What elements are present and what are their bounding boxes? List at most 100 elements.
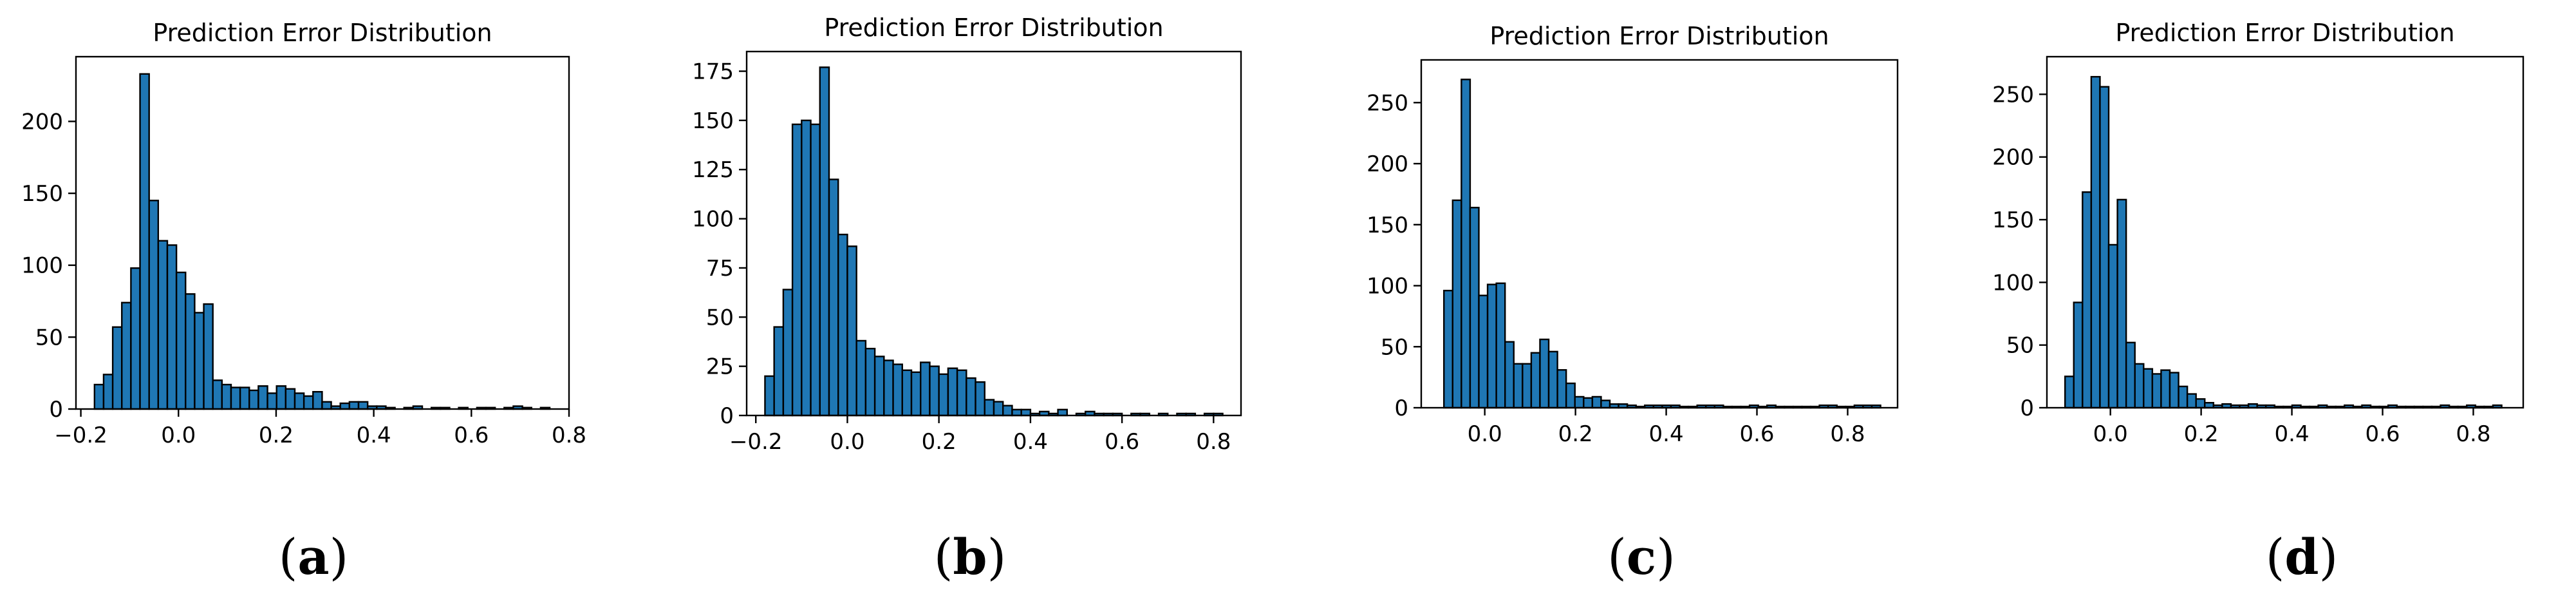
histogram-bar	[1002, 405, 1013, 417]
y-tick-label: 150	[1992, 207, 2034, 233]
panel-label: (b)	[899, 528, 1041, 586]
panel-label-letter: a	[297, 528, 330, 586]
histogram-bar	[312, 391, 323, 410]
histogram-bar	[157, 240, 169, 410]
histogram-bar	[1547, 350, 1558, 409]
y-tick-label: 250	[1992, 82, 2034, 108]
histogram-bar	[993, 401, 1004, 417]
histogram-bar	[221, 383, 232, 410]
x-tick-label: 0.0	[830, 429, 864, 455]
chart-title: Prediction Error Distribution	[1489, 22, 1829, 50]
x-tick-label: 0.8	[552, 423, 586, 448]
histogram-bar	[810, 123, 821, 417]
y-tick-label: 175	[692, 59, 734, 85]
histogram-bar	[901, 369, 913, 417]
y-tick-label: 0	[2020, 396, 2034, 421]
y-tick-label: 150	[1367, 213, 1408, 238]
histogram-bar	[910, 371, 922, 417]
histogram-bar	[2143, 368, 2154, 409]
chart-title: Prediction Error Distribution	[2115, 19, 2454, 47]
histogram-bar	[801, 119, 812, 417]
histogram-bar	[1600, 399, 1611, 409]
y-tick-label: 0	[720, 403, 734, 429]
y-tick-label: 50	[706, 305, 734, 330]
histogram-bar	[1504, 341, 1515, 409]
histogram-bar	[2099, 86, 2110, 409]
histogram-bar	[1522, 363, 1533, 409]
histogram-bar	[212, 379, 223, 410]
histogram-bar	[938, 373, 949, 417]
x-tick-label: 0.6	[2365, 421, 2400, 447]
histogram-bar	[303, 395, 314, 410]
histogram-bar	[920, 361, 931, 417]
histogram-bar	[883, 359, 894, 417]
x-tick-label: 0.4	[357, 423, 391, 448]
histogram-bar	[166, 244, 178, 410]
x-tick-label: 0.8	[1830, 421, 1865, 447]
y-tick-label: 200	[1367, 151, 1408, 177]
histogram-bar	[248, 389, 259, 410]
histogram-bar	[2151, 373, 2162, 409]
y-tick-label: 150	[21, 181, 63, 207]
histogram-bar	[111, 326, 123, 410]
histogram-bar	[892, 363, 903, 417]
histogram-bar	[2064, 376, 2075, 409]
x-tick-label: −0.2	[729, 429, 783, 455]
x-tick-label: 0.8	[2456, 421, 2490, 447]
histogram-bar	[975, 381, 985, 417]
chart-title: Prediction Error Distribution	[153, 19, 492, 47]
y-tick-label: 100	[692, 207, 734, 233]
bars	[764, 66, 1224, 417]
histogram-bar	[2116, 198, 2127, 409]
histogram-bar	[2178, 385, 2189, 409]
histogram-bar	[966, 377, 976, 417]
histogram-bar	[929, 365, 940, 417]
panel-label-open: (	[1607, 528, 1627, 586]
x-tick-label: 0.0	[2093, 421, 2128, 447]
histogram-bar	[1057, 408, 1068, 417]
x-tick-label: 0.2	[922, 429, 957, 455]
panel-label: (c)	[1571, 528, 1712, 586]
histogram-bar	[864, 347, 876, 417]
histogram-bar	[1020, 408, 1032, 417]
histogram-bar	[791, 123, 803, 417]
histogram-bar	[1539, 338, 1550, 409]
panel-label-letter: d	[2284, 528, 2319, 586]
histogram-bar	[275, 385, 287, 410]
histogram-c: Prediction Error Distribution 0.0 0.2 0.4 0.…	[1367, 22, 1899, 447]
histogram-bar	[1469, 207, 1480, 409]
bars	[1443, 79, 1881, 409]
x-tick-label: 0.6	[454, 423, 489, 448]
x-tick-label: 0.2	[2184, 421, 2219, 447]
y-tick-label: 0	[1394, 396, 1408, 421]
histogram-bar	[2195, 398, 2206, 409]
x-tick-label: 0.0	[1468, 421, 1502, 447]
x-tick-label: 0.6	[1739, 421, 1774, 447]
histogram-bar	[984, 399, 995, 417]
histogram-bar	[266, 392, 277, 410]
x-tick-label: 0.6	[1105, 429, 1139, 455]
axes-frame	[2046, 55, 2525, 409]
histogram-bar	[2186, 393, 2197, 409]
x-tick-label: −0.2	[54, 423, 107, 448]
y-tick-label: 75	[706, 256, 734, 281]
histogram-bar	[873, 356, 885, 417]
histogram-bar	[1565, 382, 1576, 409]
y-tick-label: 100	[1367, 274, 1408, 300]
y-tick-label: 0	[49, 397, 63, 423]
histogram-bar	[239, 386, 250, 410]
histogram-bar	[764, 375, 775, 417]
histogram-bar	[257, 385, 268, 410]
axes-frame	[745, 50, 1242, 417]
histogram-bar	[1443, 289, 1454, 409]
histogram-bar	[828, 178, 839, 417]
histogram-bar	[846, 245, 857, 417]
histogram-bar	[1530, 352, 1541, 409]
histogram-bar	[185, 293, 196, 410]
panel-label-close: )	[2319, 528, 2338, 586]
histogram-bar	[130, 267, 141, 410]
histogram-bar	[2082, 191, 2093, 409]
histogram-bar	[1011, 408, 1022, 417]
x-tick-label: 0.0	[161, 423, 196, 448]
